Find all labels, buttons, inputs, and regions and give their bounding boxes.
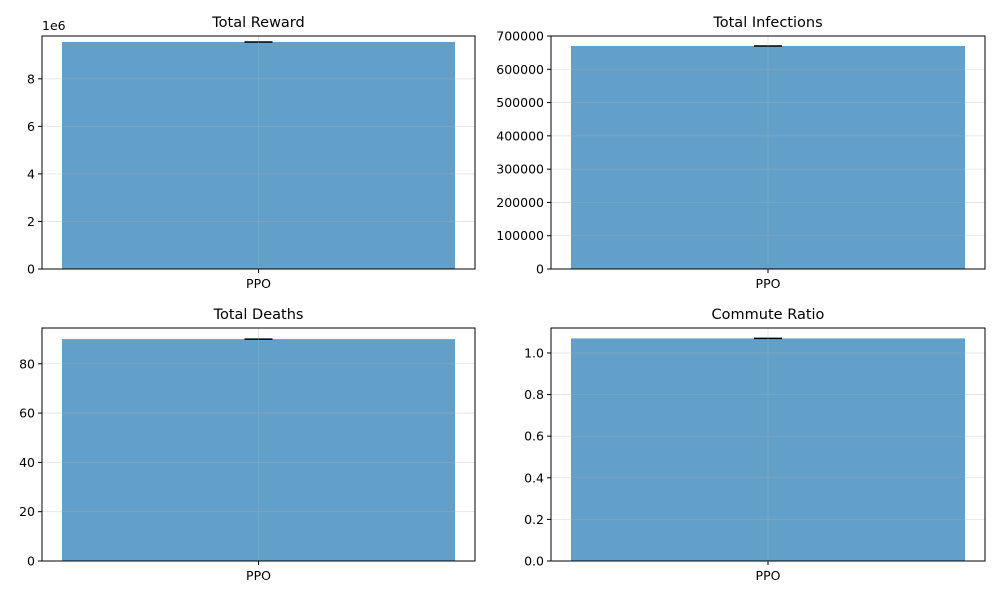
y-tick-label: 500000 — [496, 95, 544, 110]
subplot: PPO 0 2 4 6 8 Total Reward 1e6 — [27, 15, 476, 291]
y-tick-label: 2 — [27, 214, 35, 229]
y-tick-label: 0.0 — [524, 554, 544, 569]
axes-frame — [41, 35, 476, 270]
y-tick-label: 600000 — [496, 62, 544, 77]
bar — [62, 339, 455, 561]
y-tick-label: 0 — [27, 262, 35, 277]
y-tick-label: 0.8 — [524, 387, 544, 402]
axes-frame — [550, 327, 986, 562]
y-tick-label: 60 — [19, 406, 35, 421]
y-tick-label: 1.0 — [524, 345, 544, 360]
y-tick-label: 6 — [27, 119, 35, 134]
chart-title: Commute Ratio — [712, 307, 825, 323]
chart-title: Total Infections — [712, 15, 822, 31]
x-tick-label: PPO — [756, 276, 781, 291]
y-tick-label: 40 — [19, 455, 35, 470]
y-tick-label: 80 — [19, 356, 35, 371]
bar — [62, 41, 455, 269]
subplot: PPO 0 20 40 60 80 Total Deaths — [19, 307, 476, 583]
y-tick-label: 0 — [27, 554, 35, 569]
y-tick-label: 20 — [19, 504, 35, 519]
y-tick-label: 700000 — [496, 29, 544, 44]
y-tick-label: 400000 — [496, 128, 544, 143]
bar — [571, 45, 965, 269]
y-offset-label: 1e6 — [42, 18, 66, 33]
y-tick-label: 300000 — [496, 162, 544, 177]
y-tick-label: 8 — [27, 71, 35, 86]
y-tick-label: 0.2 — [524, 512, 544, 527]
y-tick-label: 0.6 — [524, 429, 544, 444]
y-tick-label: 0.4 — [524, 470, 544, 485]
x-tick-label: PPO — [756, 568, 781, 583]
y-tick-label: 100000 — [496, 228, 544, 243]
axes-frame — [550, 35, 986, 270]
bar — [571, 338, 965, 561]
x-tick-label: PPO — [246, 276, 271, 291]
axes-frame — [41, 327, 476, 562]
y-tick-label: 4 — [27, 166, 35, 181]
subplot: PPO 0 100000 200000 300000 400000 500000 600000… — [496, 15, 986, 291]
subplot: PPO 0.0 0.2 0.4 0.6 0.8 1.0 Commute Ratio — [524, 307, 986, 583]
chart-title: Total Reward — [211, 15, 304, 31]
x-tick-label: PPO — [246, 568, 271, 583]
y-tick-label: 200000 — [496, 195, 544, 210]
y-tick-label: 0 — [536, 262, 544, 277]
chart-title: Total Deaths — [213, 307, 304, 323]
